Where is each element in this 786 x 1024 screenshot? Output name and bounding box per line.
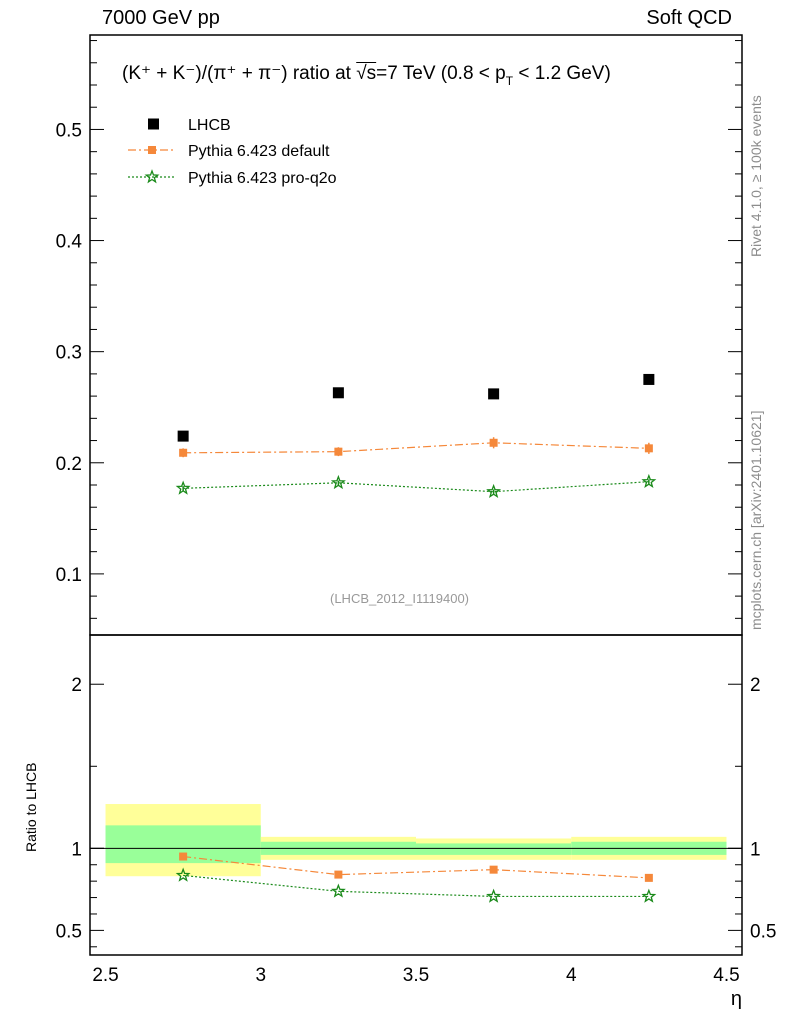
main-line-star [183, 481, 649, 493]
plot-title: (K⁺ + K⁻)/(π⁺ + π⁻) ratio at √s=7 TeV (0… [122, 62, 611, 88]
ratio-default-point [489, 865, 498, 874]
x-tick-label: 3 [255, 965, 266, 986]
ratio-y-tick-label: 1 [71, 839, 82, 860]
main-default-point [334, 447, 343, 456]
main-pro-q2o-point [175, 480, 191, 495]
title-ratio: (K⁺ + K⁻)/(π⁺ + π⁻) ratio at [122, 63, 357, 84]
title-range: < 1.2 GeV) [513, 63, 611, 84]
legend-label: LHCB [188, 117, 231, 134]
main-default-point [179, 448, 188, 457]
y-tick-label: 0.5 [56, 120, 82, 141]
title-energy: =7 TeV (0.8 < p [376, 63, 506, 84]
ratio-default-point [334, 870, 343, 879]
x-tick-label: 2.5 [92, 965, 118, 986]
main-line-orange [183, 442, 649, 454]
ratio-y-tick-label-right: 1 [750, 839, 761, 860]
main-default-point [644, 444, 653, 453]
legend-lhcb-marker [148, 118, 159, 130]
mcplots-reference-label: mcplots.cern.ch [arXiv:2401.10621] [748, 410, 764, 630]
title-subscript: T [505, 74, 514, 88]
lhcb-data-point [332, 387, 344, 399]
ratio-default-point [644, 873, 653, 882]
ratio-y-tick-label: 2 [71, 675, 82, 696]
ratio-pro-q2o-point [175, 867, 191, 882]
x-tick-label: 3.5 [403, 965, 429, 986]
ratio-y-tick-label-right: 2 [750, 675, 761, 696]
ratio-y-tick-label-right: 0.5 [750, 921, 776, 942]
x-tick-label: 4.5 [713, 965, 739, 986]
y-tick-label: 0.1 [56, 565, 82, 586]
lhcb-data-point [488, 388, 500, 400]
y-tick-label: 0.4 [56, 232, 83, 253]
ratio-pro-q2o-point [330, 883, 346, 898]
ratio-pro-q2o-point [641, 888, 657, 903]
ratio-line-orange [183, 855, 649, 879]
ratio-default-point [179, 852, 188, 861]
beam-energy-label: 7000 GeV pp [102, 7, 220, 29]
ratio-y-axis-label: Ratio to LHCB [23, 762, 39, 852]
ratio-pro-q2o-point [486, 888, 502, 903]
ratio-y-tick-label: 0.5 [56, 921, 82, 942]
legend-pro-q2o-marker [144, 169, 160, 184]
x-axis-label: η [730, 988, 742, 1010]
main-pro-q2o-point [330, 474, 346, 490]
y-tick-label: 0.3 [56, 343, 82, 364]
analysis-id: (LHCB_2012_I1119400) [330, 591, 470, 606]
main-pro-q2o-point [641, 473, 657, 489]
title-sqrt: √s [356, 63, 377, 84]
ratio-panel-frame [89, 634, 743, 956]
lhcb-data-point [643, 373, 655, 385]
legend-label: Pythia 6.423 pro-q2o [188, 170, 337, 187]
main-pro-q2o-point [486, 483, 502, 499]
uncertainty-band-inner [416, 843, 572, 855]
x-tick-label: 4 [566, 965, 577, 986]
y-tick-label: 0.2 [56, 454, 82, 475]
legend-label: Pythia 6.423 default [188, 143, 330, 160]
lhcb-data-point [177, 430, 189, 442]
legend-default-marker [148, 146, 156, 154]
ratio-line-star [183, 874, 649, 898]
process-label: Soft QCD [646, 7, 732, 29]
main-default-point [489, 438, 498, 447]
rivet-version-label: Rivet 4.1.0, ≥ 100k events [748, 95, 764, 257]
